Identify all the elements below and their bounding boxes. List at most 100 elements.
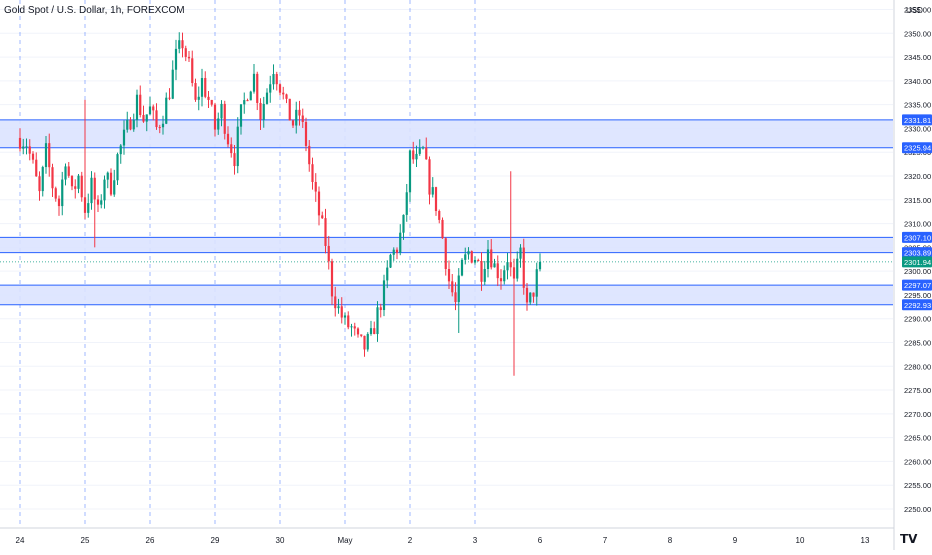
candle xyxy=(389,253,392,269)
candle-body xyxy=(496,263,499,279)
candle xyxy=(382,274,386,317)
candle xyxy=(298,100,301,126)
candle xyxy=(399,224,402,256)
candle-body xyxy=(451,281,454,293)
candle-body xyxy=(421,147,425,149)
candle xyxy=(431,177,434,198)
candle xyxy=(116,152,119,186)
candle xyxy=(272,64,275,90)
price-tick-label: 2295.00 xyxy=(904,291,931,300)
zone-price-label-bg xyxy=(902,247,932,259)
candle xyxy=(213,102,217,137)
candle-body xyxy=(275,74,278,85)
candle-body xyxy=(220,103,223,119)
candle xyxy=(480,252,483,291)
candle xyxy=(246,98,249,102)
candle-body xyxy=(408,150,412,193)
candle-body xyxy=(259,102,262,120)
candle-body xyxy=(464,254,467,260)
candle xyxy=(285,93,288,104)
candle xyxy=(438,209,441,224)
zone-price-label: 2325.94 xyxy=(904,144,931,153)
candle-body xyxy=(340,306,343,318)
candle xyxy=(93,172,96,248)
candle-body xyxy=(142,115,145,122)
candle-body xyxy=(382,280,386,311)
price-tick-label: 2350.00 xyxy=(904,29,931,38)
candle-body xyxy=(334,296,337,309)
candle xyxy=(139,85,142,118)
candle xyxy=(311,157,314,190)
candle-body xyxy=(399,232,402,253)
candle-body xyxy=(77,175,80,189)
candle-body xyxy=(57,198,61,207)
time-tick-label: 8 xyxy=(668,536,673,545)
candle-body xyxy=(415,153,418,160)
candle-body xyxy=(418,148,421,154)
time-tick-label: 7 xyxy=(603,536,608,545)
candle xyxy=(191,50,194,87)
candle-body xyxy=(506,262,509,271)
candle-body xyxy=(22,146,25,149)
candle xyxy=(295,101,298,134)
candle xyxy=(233,145,236,175)
candles xyxy=(18,32,542,376)
candle-body xyxy=(343,315,347,318)
candle xyxy=(171,60,174,100)
candle-body xyxy=(132,120,135,130)
candle xyxy=(243,92,246,114)
candle xyxy=(519,244,522,268)
candle-body xyxy=(330,261,334,297)
candle xyxy=(165,92,168,125)
candle xyxy=(529,292,532,305)
candle-body xyxy=(490,249,493,268)
currency-label: USD xyxy=(906,6,923,15)
candle xyxy=(301,108,304,128)
candle-body xyxy=(116,154,119,181)
candle xyxy=(324,208,327,254)
candle-body xyxy=(503,270,506,282)
time-tick-label: 26 xyxy=(146,536,155,545)
candle-body xyxy=(119,145,122,155)
candle-body xyxy=(178,40,181,49)
candle xyxy=(535,262,538,306)
zone-price-label-bg xyxy=(902,114,932,126)
price-tick-label: 2315.00 xyxy=(904,196,931,205)
candle-body xyxy=(213,104,217,130)
candle xyxy=(184,45,187,62)
candle-body xyxy=(278,84,282,93)
candle-body xyxy=(246,100,249,102)
candle-body xyxy=(93,177,96,200)
candle-body xyxy=(512,267,516,279)
candle xyxy=(152,104,155,121)
candle-body xyxy=(493,263,496,268)
candle-body xyxy=(402,214,405,233)
candle-body xyxy=(425,147,428,160)
candle-body xyxy=(35,159,38,177)
candle-body xyxy=(61,179,64,207)
candle xyxy=(516,251,519,282)
candle-body xyxy=(438,210,441,220)
candle xyxy=(174,39,178,81)
candle xyxy=(470,250,473,264)
price-tick-label: 2265.00 xyxy=(904,434,931,443)
candle-body xyxy=(337,306,340,309)
candle-body xyxy=(109,172,113,195)
candle-body xyxy=(217,118,220,130)
candle-body xyxy=(265,92,269,104)
candle xyxy=(113,169,116,197)
candle-body xyxy=(311,164,314,182)
candle xyxy=(197,86,200,111)
candle-body xyxy=(516,258,519,279)
candle xyxy=(304,117,308,152)
candle xyxy=(334,286,337,317)
candle-body xyxy=(194,83,197,100)
candle xyxy=(291,119,295,128)
candle xyxy=(402,214,405,240)
candle-body xyxy=(467,251,470,255)
candle xyxy=(187,51,191,62)
candle xyxy=(278,83,282,96)
